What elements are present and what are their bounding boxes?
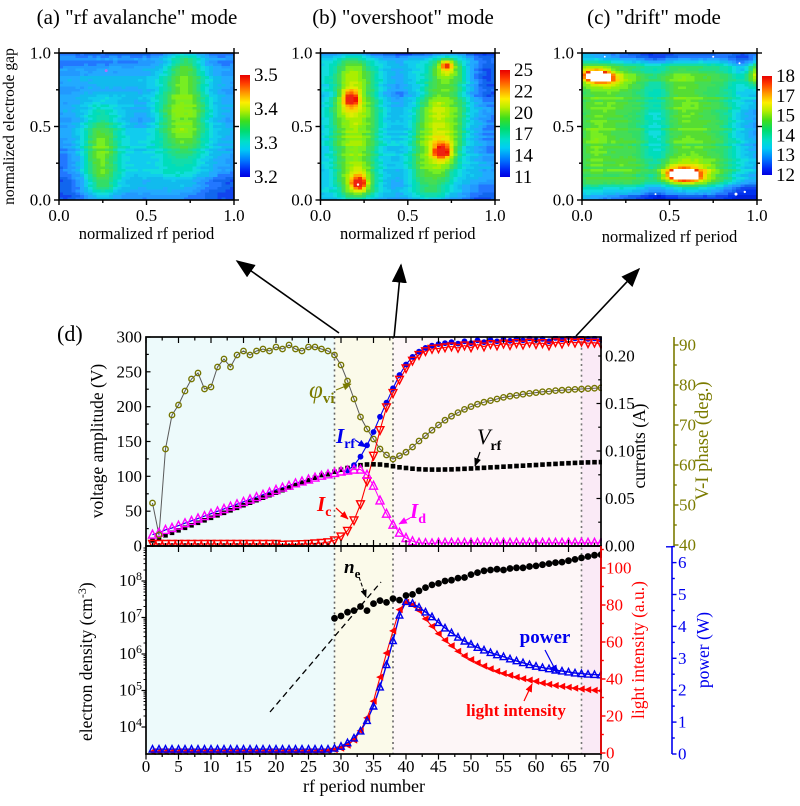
svg-text:1.0: 1.0 bbox=[484, 206, 505, 225]
svg-text:1.0: 1.0 bbox=[553, 44, 574, 63]
svg-text:1.0: 1.0 bbox=[746, 206, 767, 225]
svg-text:(a) "rf avalanche" mode: (a) "rf avalanche" mode bbox=[37, 5, 238, 29]
svg-text:1.0: 1.0 bbox=[223, 206, 244, 225]
svg-text:0.5: 0.5 bbox=[136, 206, 157, 225]
svg-text:3.3: 3.3 bbox=[254, 133, 278, 154]
svg-text:0.0: 0.0 bbox=[571, 206, 592, 225]
svg-text:0.0: 0.0 bbox=[310, 206, 331, 225]
svg-text:22: 22 bbox=[514, 81, 533, 102]
svg-text:20: 20 bbox=[514, 103, 533, 124]
svg-text:25: 25 bbox=[514, 60, 533, 81]
svg-text:13: 13 bbox=[776, 145, 795, 166]
svg-text:3.2: 3.2 bbox=[254, 167, 278, 188]
svg-text:normalized electrode gap: normalized electrode gap bbox=[1, 48, 18, 205]
svg-text:0.0: 0.0 bbox=[48, 206, 69, 225]
svg-text:(b) "overshoot" mode: (b) "overshoot" mode bbox=[312, 5, 494, 29]
svg-text:0.5: 0.5 bbox=[397, 206, 418, 225]
svg-text:14: 14 bbox=[776, 125, 796, 146]
svg-text:0.5: 0.5 bbox=[659, 206, 680, 225]
svg-text:0.0: 0.0 bbox=[291, 191, 312, 210]
svg-text:normalized rf period: normalized rf period bbox=[340, 224, 476, 243]
svg-text:1.0: 1.0 bbox=[30, 44, 51, 63]
svg-text:0.5: 0.5 bbox=[553, 117, 574, 136]
svg-text:11: 11 bbox=[514, 167, 532, 188]
svg-text:3.5: 3.5 bbox=[254, 65, 278, 86]
svg-text:0.0: 0.0 bbox=[553, 191, 574, 210]
svg-text:18: 18 bbox=[776, 66, 795, 87]
svg-text:3.4: 3.4 bbox=[254, 99, 278, 120]
svg-text:15: 15 bbox=[776, 106, 795, 127]
svg-text:0.5: 0.5 bbox=[291, 117, 312, 136]
svg-text:0.5: 0.5 bbox=[30, 117, 51, 136]
svg-text:17: 17 bbox=[514, 124, 533, 145]
svg-text:12: 12 bbox=[776, 165, 795, 186]
svg-text:14: 14 bbox=[514, 146, 534, 167]
svg-text:normalized rf period: normalized rf period bbox=[602, 227, 738, 246]
svg-text:normalized rf period: normalized rf period bbox=[79, 224, 215, 243]
svg-text:17: 17 bbox=[776, 86, 795, 107]
svg-text:1.0: 1.0 bbox=[291, 44, 312, 63]
svg-text:(c) "drift" mode: (c) "drift" mode bbox=[587, 5, 721, 29]
svg-text:0.0: 0.0 bbox=[30, 191, 51, 210]
